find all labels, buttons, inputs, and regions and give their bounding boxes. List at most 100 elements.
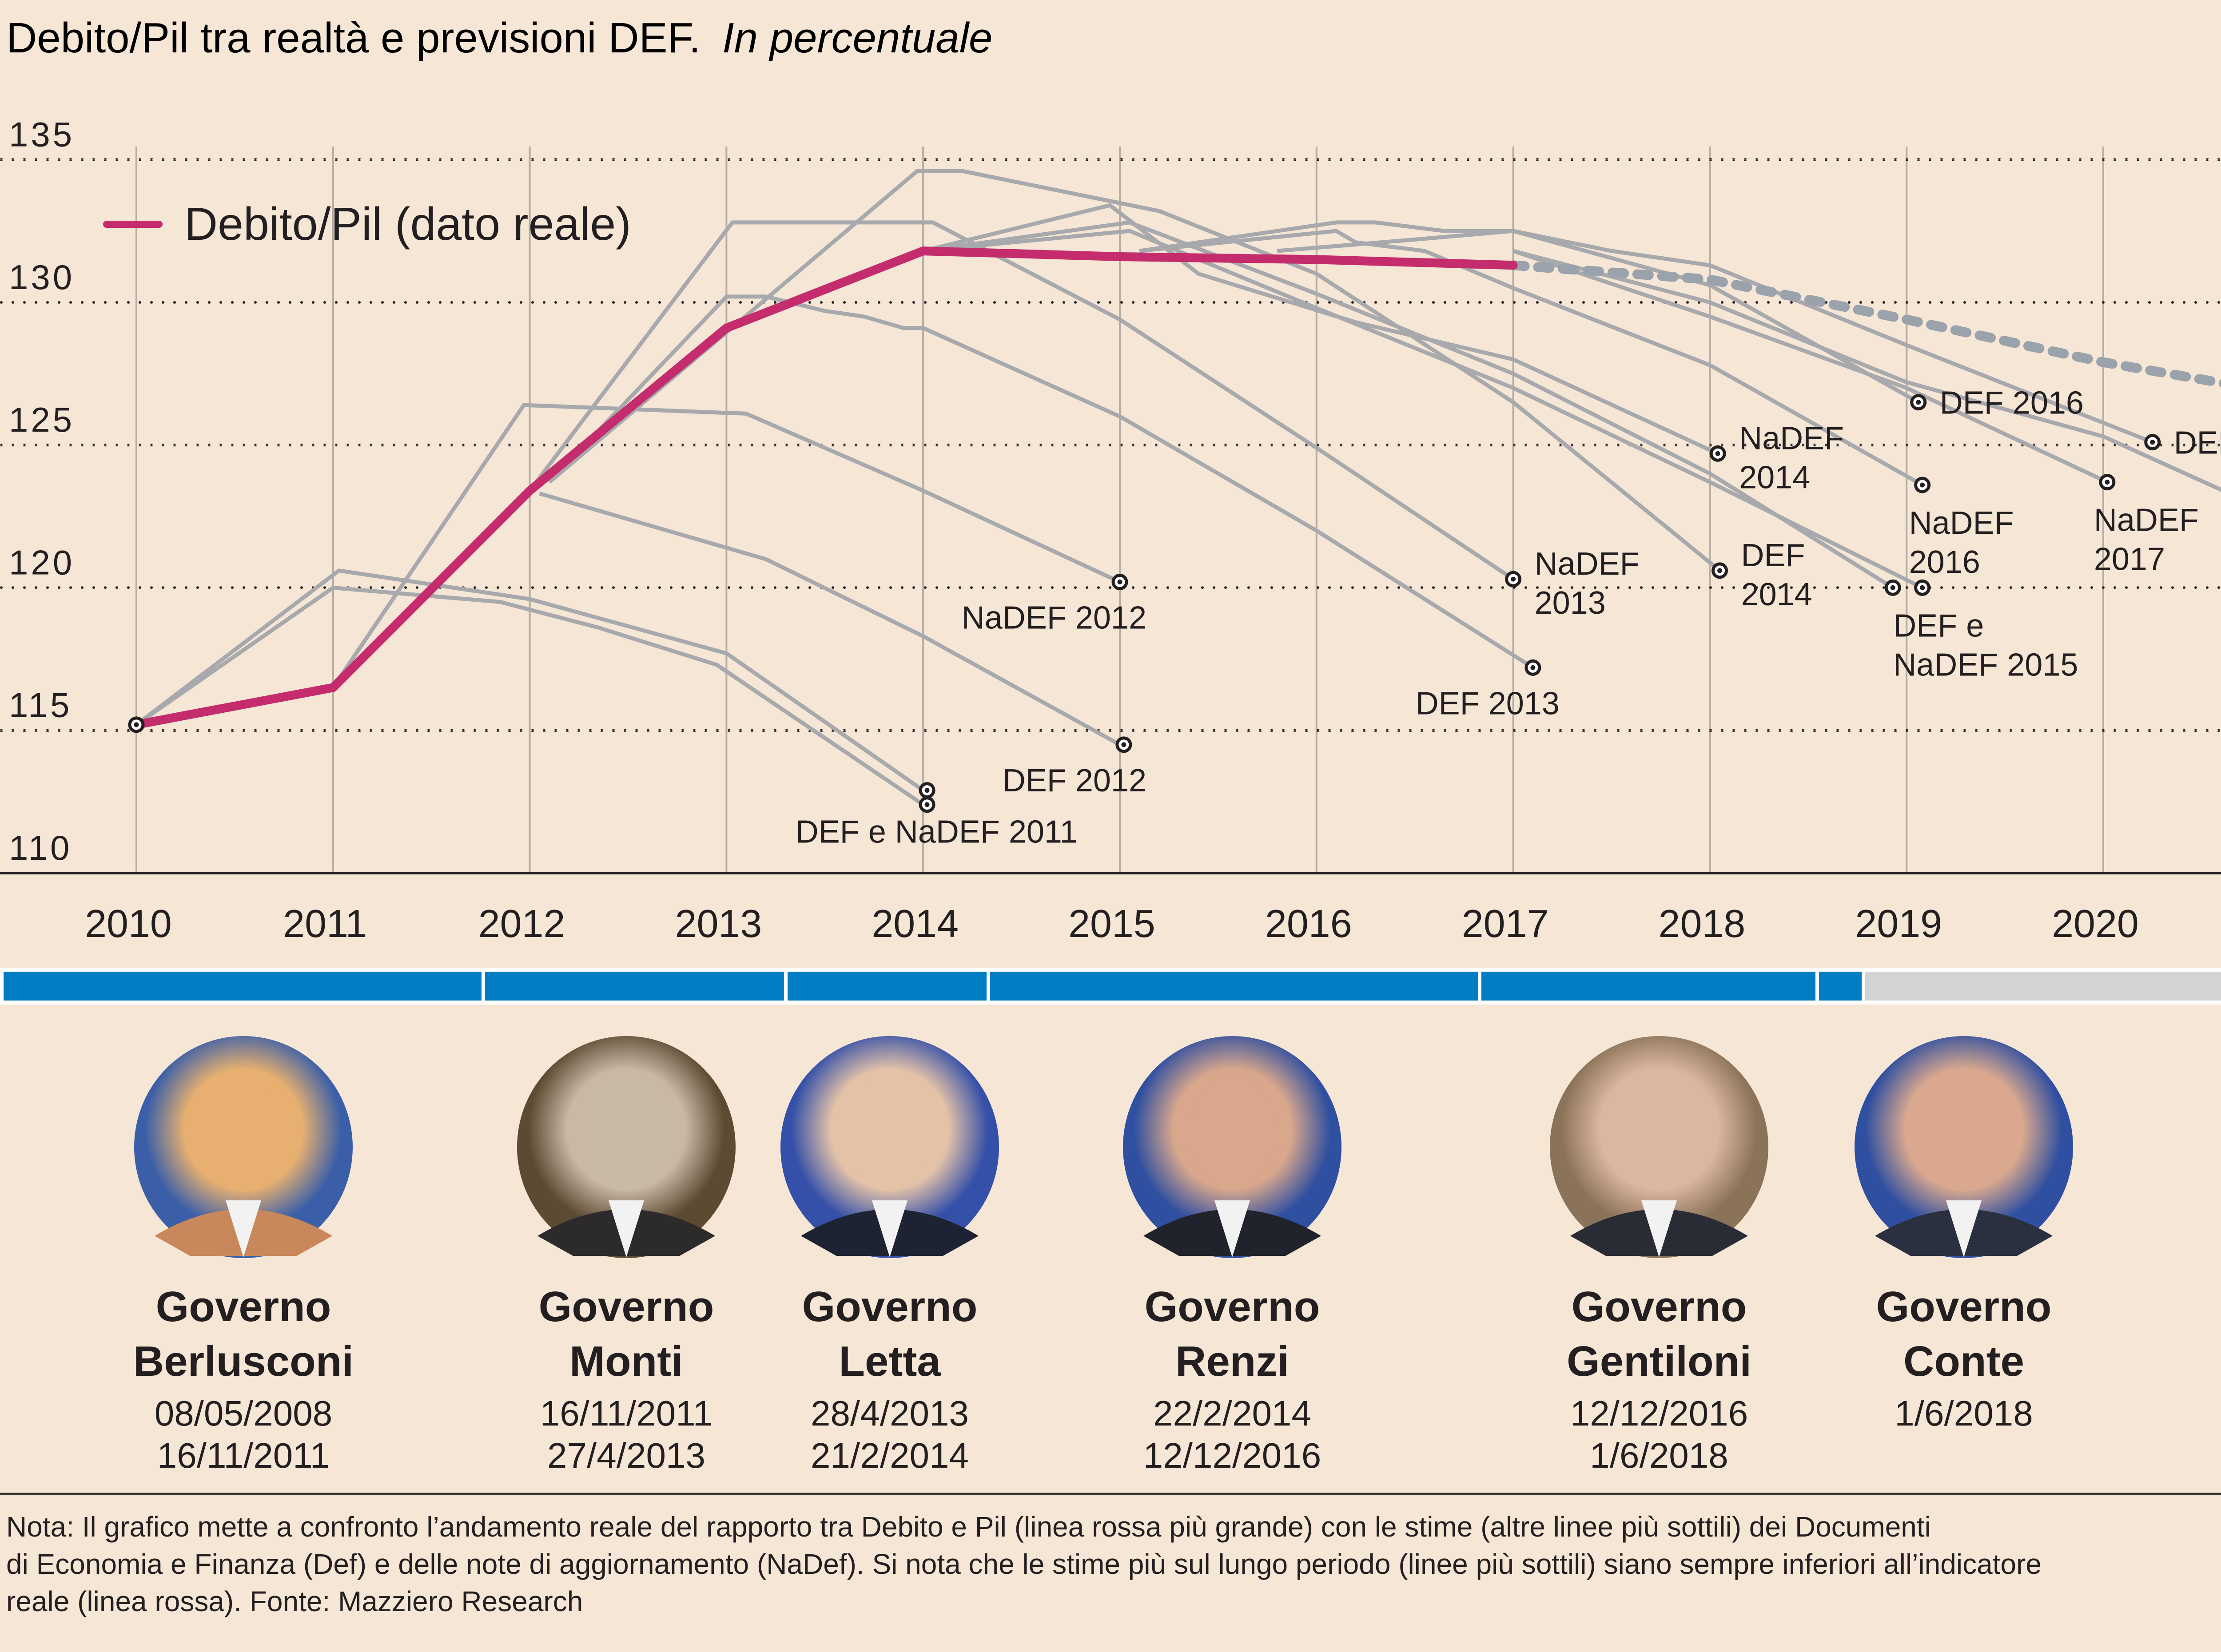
forecast-line-nadef-2014 bbox=[923, 203, 1719, 456]
footnote-line: di Economia e Finanza (Def) e delle note… bbox=[6, 1548, 2042, 1580]
gridline bbox=[0, 158, 2221, 161]
y-tick-label: 115 bbox=[9, 686, 72, 725]
gov-label-line1: Governo bbox=[1876, 1283, 2052, 1330]
marker-dot bbox=[1920, 585, 1925, 590]
marker-dot bbox=[2105, 480, 2110, 485]
dotted-projection-line bbox=[1508, 260, 2221, 388]
gov-label-line1: Governo bbox=[802, 1283, 978, 1330]
footnote: Nota: Il grafico mette a confronto l’and… bbox=[6, 1511, 2042, 1617]
gov-start-date: 1/6/2018 bbox=[1895, 1394, 2033, 1433]
gov-label-line2: Monti bbox=[569, 1338, 683, 1385]
gov-start-date: 16/11/2011 bbox=[540, 1394, 713, 1433]
portrait-shirt bbox=[1946, 1200, 1982, 1257]
gov-start-date: 08/05/2008 bbox=[155, 1394, 332, 1433]
x-tick-label: 2018 bbox=[1659, 901, 1746, 945]
gridline bbox=[0, 586, 2221, 589]
series-label: NaDEF bbox=[1909, 505, 2014, 541]
marker-dot bbox=[1715, 451, 1720, 456]
x-tick-label: 2013 bbox=[675, 901, 762, 945]
series-label: DEF e bbox=[1893, 608, 1984, 643]
series-marker bbox=[2099, 474, 2116, 491]
gov-end-date: 21/2/2014 bbox=[811, 1436, 969, 1475]
x-tick-label: 2017 bbox=[1462, 901, 1549, 945]
gridline bbox=[0, 729, 2221, 732]
gov-label-line1: Governo bbox=[1572, 1283, 1747, 1330]
series-marker bbox=[1709, 445, 1726, 462]
forecast-line-nadef-2017 bbox=[1513, 249, 2108, 484]
series-label: NaDEF 2015 bbox=[1893, 647, 2078, 683]
gov-label-line2: Renzi bbox=[1175, 1338, 1289, 1385]
gov-end-date: 27/4/2013 bbox=[547, 1436, 705, 1475]
x-tick-label: 2014 bbox=[872, 901, 959, 945]
series-label: DEF 2012 bbox=[1003, 763, 1146, 798]
series-marker bbox=[1505, 571, 1522, 588]
x-tick-label: 2010 bbox=[85, 901, 172, 945]
portrait-shirt bbox=[872, 1200, 908, 1257]
y-axis-ticks: 110 115 120 125 130 135 bbox=[9, 115, 75, 868]
forecast-line-def-2017 bbox=[1277, 229, 2153, 444]
forecast-lines bbox=[135, 169, 2221, 806]
gridline bbox=[0, 444, 2221, 447]
gov-segment-renzi bbox=[990, 972, 1478, 1001]
portrait-face bbox=[201, 1076, 286, 1191]
x-tick-label: 2012 bbox=[478, 901, 565, 945]
series-marker bbox=[2144, 434, 2161, 451]
marker-dot bbox=[1920, 482, 1925, 488]
x-tick-label: 2019 bbox=[1855, 901, 1942, 945]
series-marker bbox=[1111, 574, 1128, 591]
gridline bbox=[0, 301, 2221, 304]
forecast-line-def-2014 bbox=[548, 169, 1721, 572]
portrait-face bbox=[1922, 1076, 2006, 1191]
gov-segment-berlusconi bbox=[4, 972, 482, 1001]
gov-label-line2: Letta bbox=[839, 1338, 941, 1385]
series-marker bbox=[1914, 579, 1931, 596]
series-label: NaDEF 2012 bbox=[962, 600, 1146, 636]
gov-start-date: 22/2/2014 bbox=[1153, 1394, 1311, 1433]
gov-segment-monti bbox=[485, 972, 784, 1001]
portrait-shirt bbox=[1214, 1200, 1250, 1257]
y-tick-label: 120 bbox=[9, 543, 75, 582]
marker-dot bbox=[1117, 580, 1122, 585]
forecast-line-nadef-2012 bbox=[331, 403, 1121, 689]
gov-end-date: 1/6/2018 bbox=[1590, 1436, 1728, 1475]
marker-dot bbox=[134, 722, 139, 727]
series-label: NaDEF bbox=[1535, 546, 1640, 582]
series-marker bbox=[1914, 477, 1931, 493]
gov-label-line2: Gentiloni bbox=[1567, 1338, 1751, 1385]
series-marker bbox=[919, 782, 935, 799]
gov-segment-letta bbox=[788, 972, 987, 1001]
y-tick-label: 125 bbox=[9, 400, 75, 439]
series-label: 2017 bbox=[2094, 542, 2165, 577]
forecast-line-nadef-2015 bbox=[923, 229, 1923, 590]
marker-dot bbox=[1916, 400, 1921, 405]
gov-segment-gentiloni bbox=[1481, 972, 1815, 1001]
series-label: DEF 2016 bbox=[1940, 385, 2084, 421]
marker-dot bbox=[2150, 440, 2155, 445]
footnote-line: Nota: Il grafico mette a confronto l’and… bbox=[6, 1511, 1931, 1543]
portrait-shirt bbox=[1641, 1200, 1677, 1257]
forecast-line-nadef-2011 bbox=[135, 585, 924, 806]
legend: Debito/Pil (dato reale) bbox=[103, 199, 631, 250]
marker-dot bbox=[1890, 585, 1895, 590]
series-annotations: DEF e NaDEF 2011 NaDEF 2012 DEF 2012 DEF 20… bbox=[796, 385, 2221, 850]
portrait-face bbox=[848, 1076, 932, 1191]
x-tick-label: 2015 bbox=[1068, 901, 1155, 945]
series-label: DEF 2017 bbox=[2174, 425, 2221, 461]
chart-title-italic: In percentuale bbox=[722, 14, 992, 62]
forecast-line-def-2013 bbox=[548, 294, 1534, 670]
forecast-line-def-2011 bbox=[135, 568, 924, 792]
forecast-line-def-2015 bbox=[923, 220, 1894, 590]
chart-title: Debito/Pil tra realtà e previsioni DEF. … bbox=[6, 14, 992, 62]
gov-label-line1: Governo bbox=[1145, 1283, 1320, 1330]
series-marker bbox=[1712, 562, 1728, 579]
series-label: DEF 2013 bbox=[1416, 686, 1560, 721]
y-tick-label: 130 bbox=[9, 258, 75, 297]
portrait-face bbox=[1190, 1076, 1274, 1191]
x-tick-label: 2020 bbox=[2052, 901, 2139, 945]
series-markers bbox=[128, 394, 2161, 813]
